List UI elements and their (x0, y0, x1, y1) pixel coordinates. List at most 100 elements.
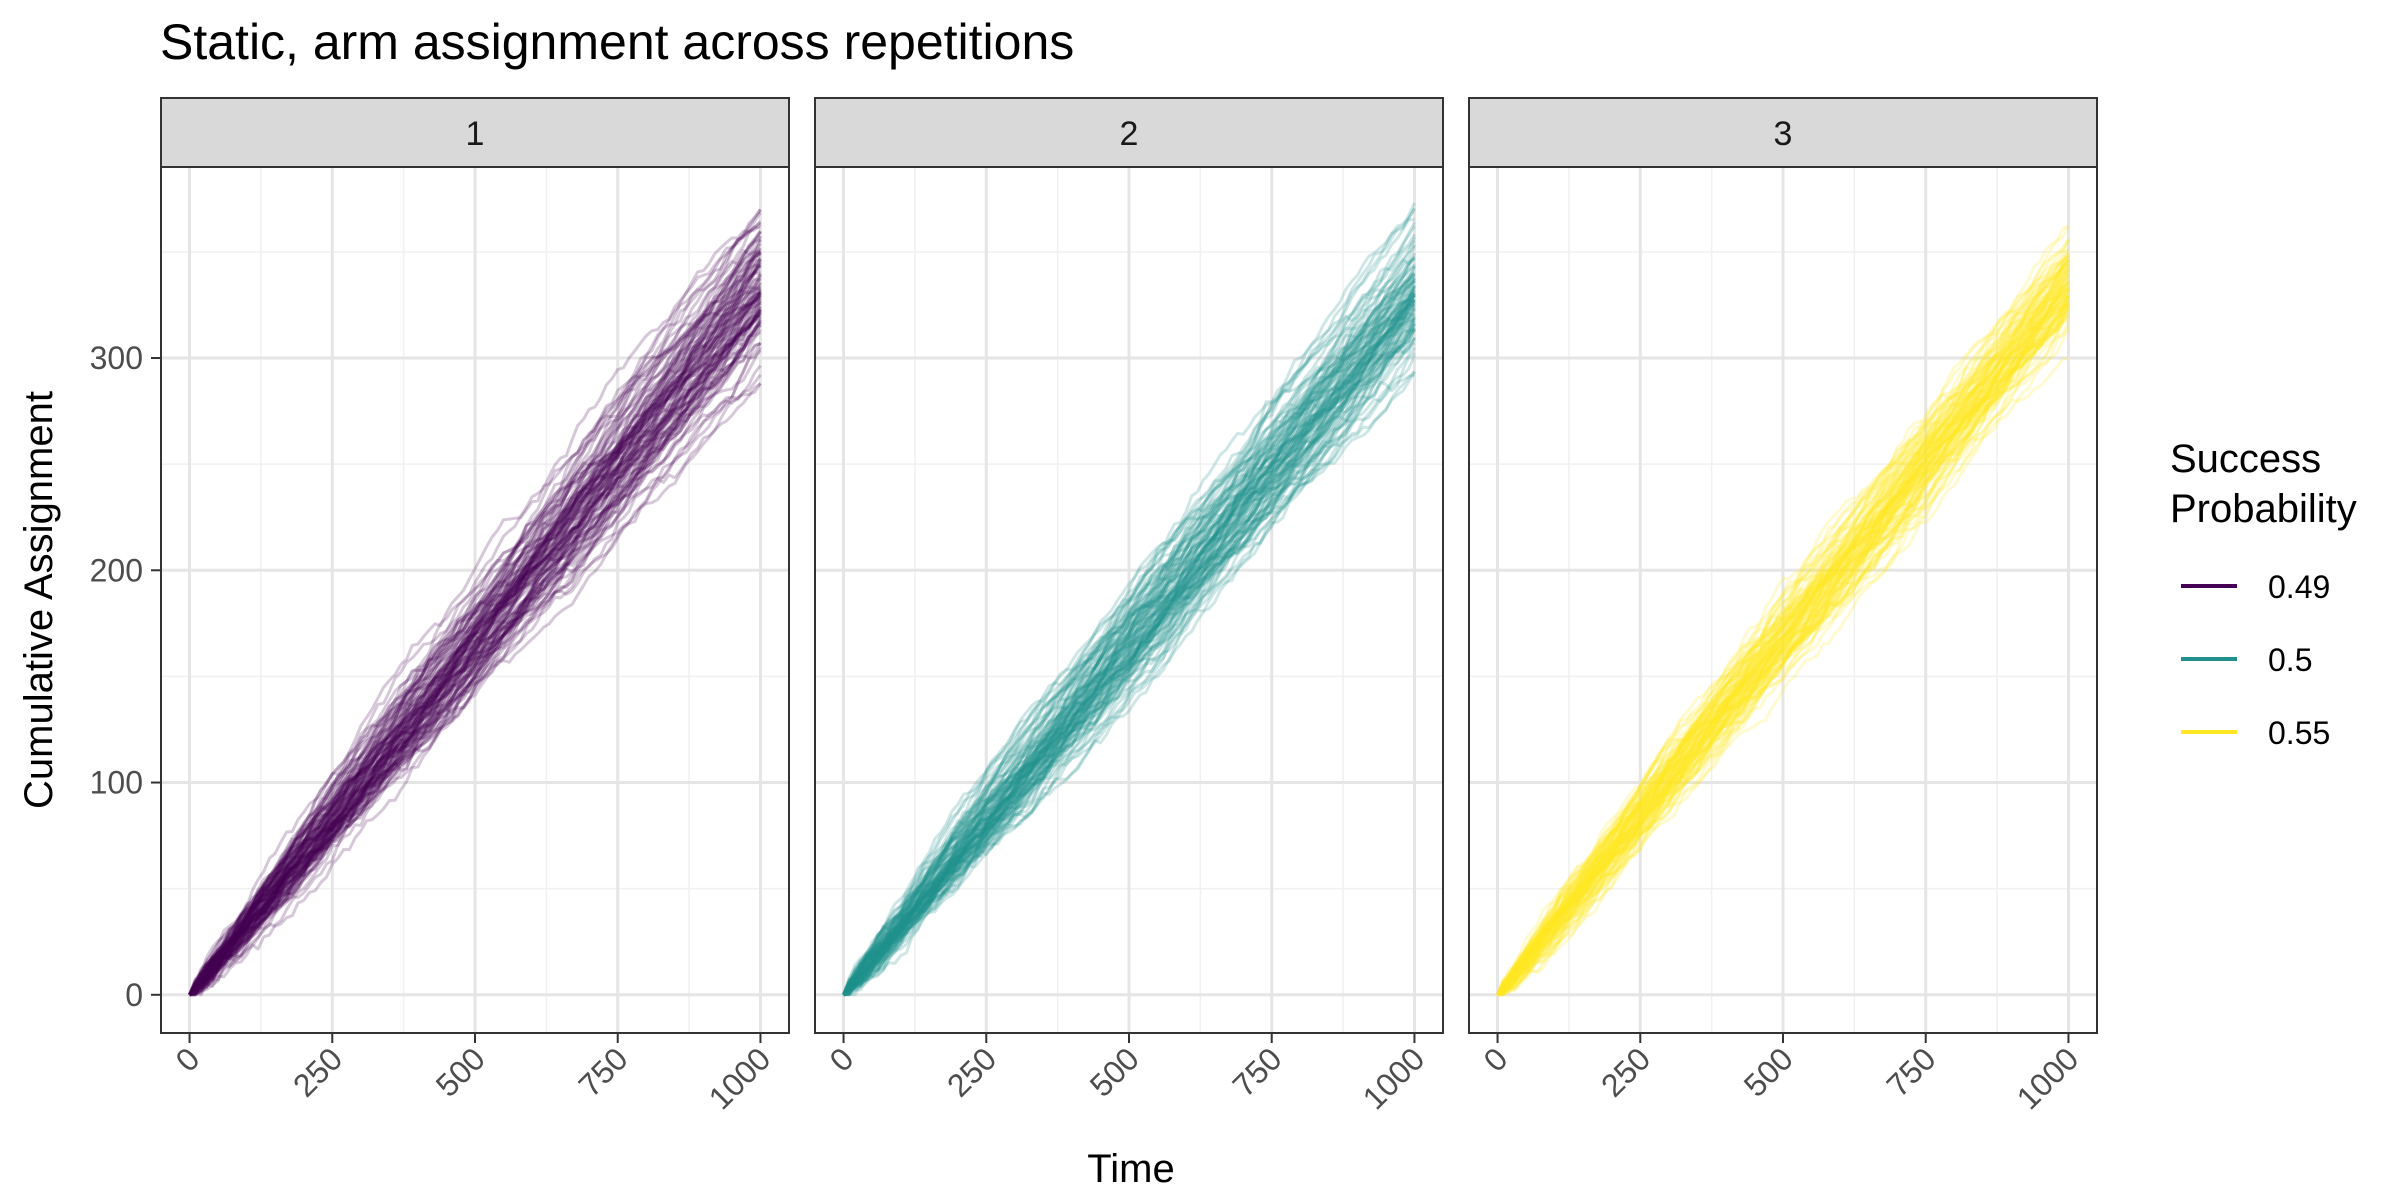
series-line-rep-74 (842, 337, 1416, 996)
series-line-rep-64 (189, 208, 762, 997)
series-line-rep-91 (842, 317, 1416, 996)
series-line-rep-18 (188, 288, 762, 996)
series-group (188, 208, 762, 997)
grid (161, 167, 789, 1033)
legend-label: 0.49 (2268, 569, 2330, 605)
series-line-rep-72 (842, 279, 1416, 996)
series-line-rep-45 (188, 249, 762, 996)
series-line-rep-96 (842, 298, 1416, 996)
series-line-rep-20 (188, 342, 761, 996)
series-line-rep-70 (1496, 238, 2070, 996)
series-line-rep-35 (1496, 225, 2070, 996)
series-line-rep-2 (189, 208, 762, 997)
legend-entry-0.55: 0.55 (2181, 715, 2330, 751)
series-line-rep-93 (188, 258, 762, 996)
facet-strip-label: 2 (1120, 115, 1139, 153)
legend: Success Probability 0.49 0.5 0.55 (2170, 437, 2357, 751)
series-line-rep-81 (842, 316, 1416, 996)
series-line-rep-66 (188, 310, 762, 996)
series-line-rep-34 (188, 262, 762, 996)
series-line-rep-88 (1496, 295, 2070, 996)
series-line-rep-56 (188, 265, 762, 996)
series-line-rep-51 (842, 328, 1416, 996)
series-line-rep-38 (188, 263, 761, 996)
series-line-rep-12 (843, 298, 1416, 997)
series-line-rep-25 (842, 294, 1416, 996)
series-line-rep-79 (188, 300, 762, 996)
series-line-rep-25 (188, 293, 762, 996)
series-line-rep-41 (188, 250, 762, 996)
series-line-rep-8 (842, 239, 1416, 996)
series-line-rep-86 (188, 295, 762, 996)
series-line-rep-97 (1496, 255, 2070, 996)
series-line-rep-54 (189, 324, 762, 997)
series-line-rep-18 (1496, 258, 2070, 997)
series-line-rep-65 (189, 289, 762, 997)
x-tick-label: 0 (1476, 1040, 1514, 1078)
series-line-rep-18 (842, 355, 1416, 996)
series-line-rep-59 (842, 208, 1416, 996)
series-line-rep-1 (188, 382, 762, 996)
series-line-rep-98 (189, 242, 762, 997)
series-line-rep-69 (1496, 301, 2070, 996)
series-line-rep-89 (188, 247, 762, 996)
series-line-rep-99 (1496, 296, 2070, 996)
series-line-rep-21 (188, 291, 762, 996)
series-line-rep-19 (1496, 297, 2070, 996)
series-line-rep-57 (1496, 313, 2070, 996)
series-line-rep-61 (188, 320, 762, 996)
series-line-rep-2 (1496, 225, 2070, 996)
series-line-rep-71 (188, 234, 762, 996)
series-line-rep-34 (1496, 307, 2070, 996)
series-line-rep-33 (1496, 308, 2070, 996)
series-line-rep-84 (1497, 238, 2070, 997)
series-line-rep-55 (188, 298, 762, 996)
series-line-rep-93 (843, 273, 1416, 997)
series-line-rep-69 (188, 305, 762, 996)
series-line-rep-15 (188, 287, 762, 996)
series-line-rep-8 (1496, 240, 2070, 996)
series-line-rep-51 (188, 235, 762, 996)
series-line-rep-40 (842, 279, 1416, 996)
series-line-rep-65 (1496, 306, 2070, 996)
series-line-rep-71 (842, 290, 1416, 996)
series-line-rep-25 (1496, 280, 2070, 996)
x-tick-label: 500 (1737, 1040, 1800, 1103)
series-line-rep-14 (842, 288, 1416, 996)
series-line-rep-20 (1496, 320, 2070, 996)
series-line-rep-46 (188, 295, 762, 997)
series-line-rep-40 (188, 292, 762, 997)
series-line-rep-34 (842, 326, 1416, 996)
series-line-rep-67 (842, 255, 1416, 996)
series-line-rep-52 (842, 299, 1416, 996)
series-line-rep-60 (842, 271, 1416, 997)
legend-label: 0.5 (2268, 642, 2312, 678)
series-line-rep-5 (842, 275, 1416, 996)
series-line-rep-62 (188, 238, 762, 996)
series-line-rep-45 (842, 272, 1416, 996)
series-line-rep-7 (1496, 294, 2070, 996)
series-line-rep-9 (842, 276, 1416, 996)
series-line-rep-90 (188, 319, 762, 996)
series-line-rep-38 (843, 370, 1416, 997)
series-line-rep-24 (1496, 262, 2069, 996)
series-line-rep-48 (1497, 304, 2070, 997)
series-line-rep-59 (188, 293, 762, 997)
series-line-rep-82 (842, 304, 1416, 997)
series-line-rep-94 (188, 313, 762, 997)
series-line-rep-80 (188, 264, 762, 996)
facet-panels: 1 0 250 500 750 1000 0 100 200 300 2 0 250 500 750 1000… (90, 97, 2098, 1116)
series-line-rep-63 (842, 243, 1416, 996)
series-line-rep-88 (842, 233, 1416, 997)
series-line-rep-63 (1496, 268, 2070, 996)
series-line-rep-61 (843, 371, 1416, 997)
series-line-rep-37 (188, 342, 762, 996)
series-line-rep-17 (1496, 268, 2070, 996)
series-line-rep-65 (842, 292, 1416, 996)
series-line-rep-45 (1496, 283, 2070, 996)
series-line-rep-44 (842, 257, 1416, 997)
series-line-rep-77 (1496, 310, 2070, 996)
series-line-rep-96 (1496, 255, 2070, 996)
series-line-rep-10 (842, 266, 1416, 996)
